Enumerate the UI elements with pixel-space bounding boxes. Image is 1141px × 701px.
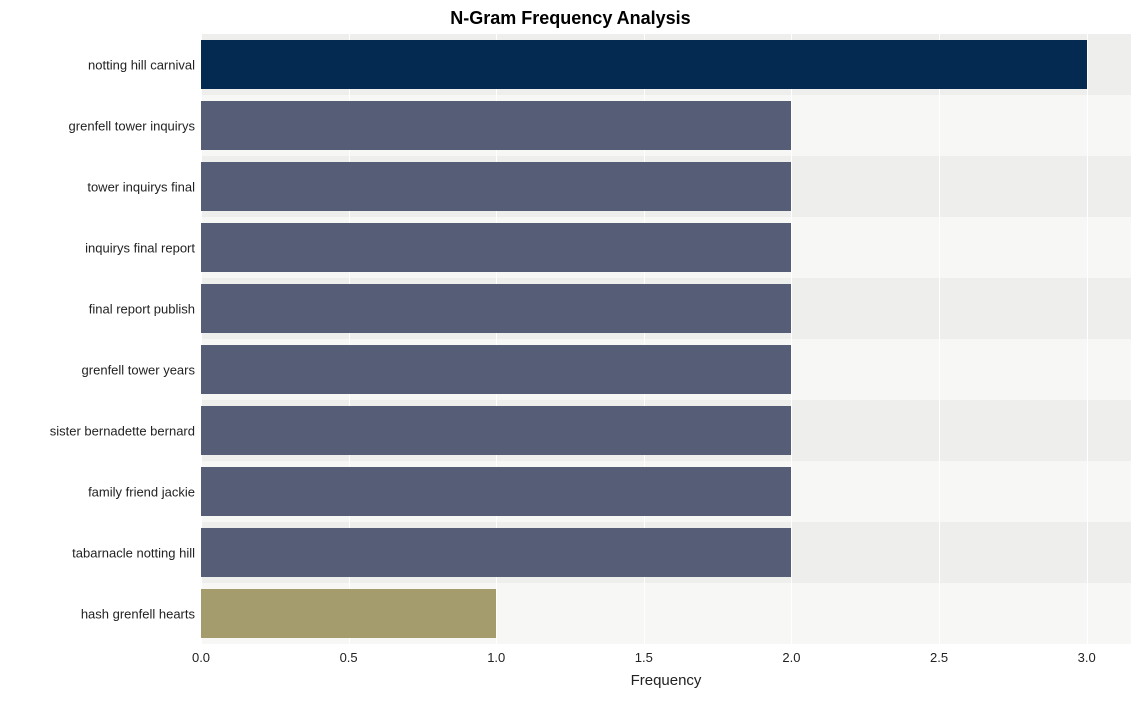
x-tick-label: 1.5 (635, 650, 653, 665)
y-tick-label: grenfell tower inquirys (69, 118, 195, 133)
bar (201, 101, 791, 150)
x-gridline (791, 34, 792, 644)
bar (201, 345, 791, 394)
chart-title: N-Gram Frequency Analysis (0, 8, 1141, 29)
bar (201, 528, 791, 577)
bar (201, 284, 791, 333)
x-tick-label: 0.0 (192, 650, 210, 665)
x-tick-label: 2.5 (930, 650, 948, 665)
plot-area: Frequency 0.00.51.01.52.02.53.0notting h… (201, 34, 1131, 644)
bar (201, 162, 791, 211)
bar (201, 40, 1087, 89)
x-tick-label: 1.0 (487, 650, 505, 665)
x-tick-label: 3.0 (1078, 650, 1096, 665)
x-tick-label: 2.0 (782, 650, 800, 665)
y-tick-label: grenfell tower years (82, 362, 195, 377)
bar (201, 467, 791, 516)
bar (201, 223, 791, 272)
x-tick-label: 0.5 (340, 650, 358, 665)
bar (201, 406, 791, 455)
y-tick-label: hash grenfell hearts (81, 606, 195, 621)
y-tick-label: tower inquirys final (87, 179, 195, 194)
x-axis-title: Frequency (631, 672, 702, 689)
y-tick-label: tabarnacle notting hill (72, 545, 195, 560)
y-tick-label: sister bernadette bernard (50, 423, 195, 438)
y-tick-label: inquirys final report (85, 240, 195, 255)
bar (201, 589, 496, 638)
y-tick-label: final report publish (89, 301, 195, 316)
y-tick-label: notting hill carnival (88, 57, 195, 72)
x-gridline (939, 34, 940, 644)
y-tick-label: family friend jackie (88, 484, 195, 499)
ngram-frequency-chart: N-Gram Frequency Analysis Frequency 0.00… (0, 0, 1141, 701)
x-gridline (1087, 34, 1088, 644)
